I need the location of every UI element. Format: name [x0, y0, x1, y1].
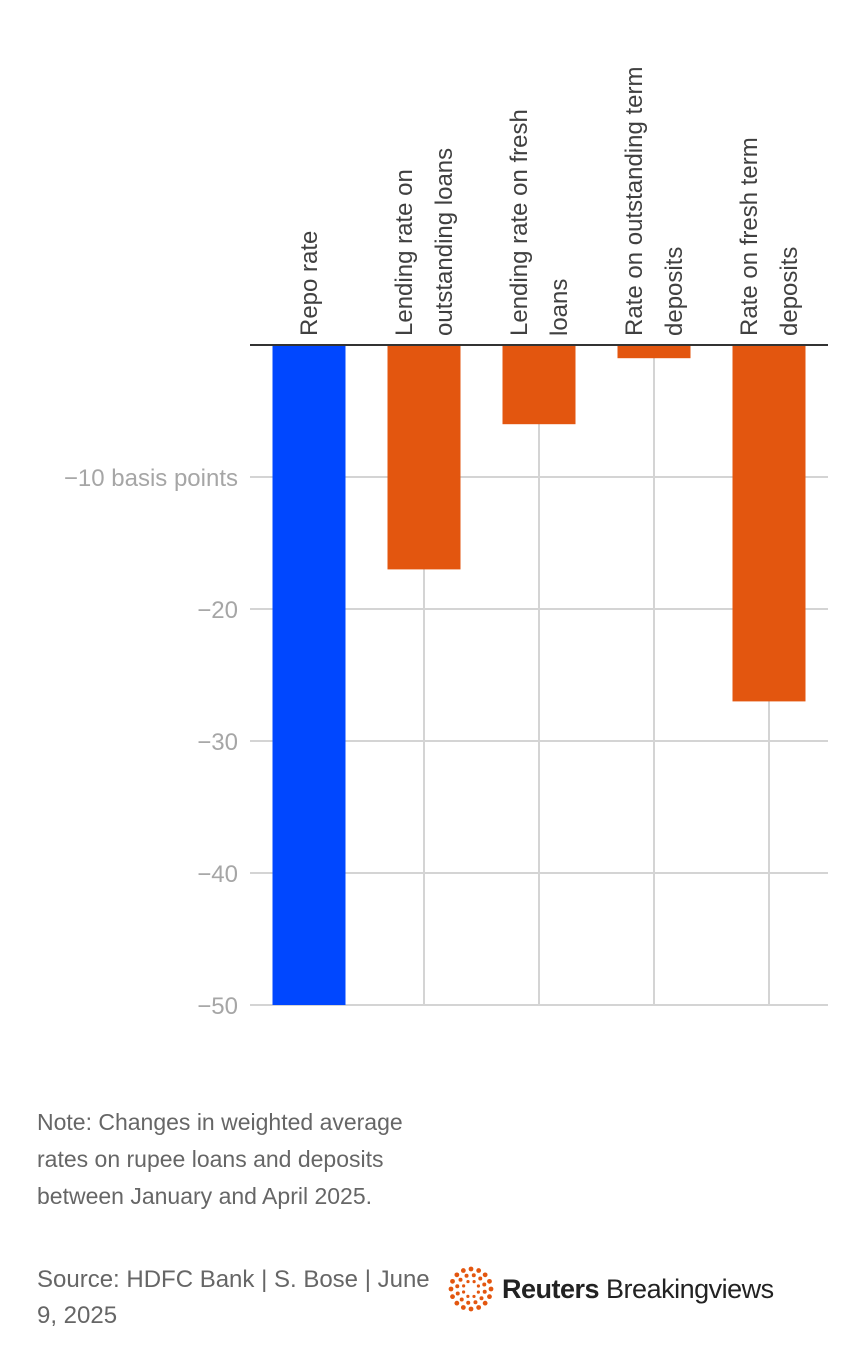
logo-dot: [471, 1273, 476, 1278]
logo-dot: [450, 1278, 455, 1284]
logo-dot: [462, 1284, 466, 1288]
logo-dot: [450, 1294, 455, 1300]
logo-dot: [468, 1266, 474, 1272]
y-tick-label: −50: [197, 993, 238, 1020]
logo-dot: [454, 1300, 460, 1306]
logo-dot: [448, 1286, 454, 1292]
bar-2: [502, 345, 576, 425]
logo-breakingviews-text: Breakingviews: [606, 1273, 774, 1304]
bar-chart: −10 basis points −20 −30 −40 −50 Repo rate Le…: [64, 67, 828, 1020]
category-labels: Repo rate Lending rate on outstanding loan…: [296, 67, 803, 337]
y-tick-label: −10 basis points: [64, 465, 238, 492]
logo-dot: [466, 1279, 470, 1284]
logo-dot: [476, 1290, 480, 1294]
bar-0: [272, 345, 346, 1005]
logo-dot: [473, 1300, 478, 1305]
chart-note: Note: Changes in weighted average rates …: [37, 1109, 403, 1209]
bar-1: [387, 345, 461, 570]
logo-dot: [479, 1296, 484, 1301]
logo-dot: [459, 1297, 464, 1302]
logo-reuters-text: Reuters: [502, 1273, 600, 1304]
logo-dot: [487, 1294, 492, 1300]
category-label: deposits: [776, 247, 803, 336]
category-label: Lending rate on fresh: [506, 109, 533, 336]
category-label: Lending rate on: [391, 169, 418, 336]
category-label: outstanding loans: [431, 148, 458, 336]
logo-dot: [482, 1282, 487, 1287]
logo-dot: [487, 1278, 492, 1284]
logo-dot: [472, 1294, 476, 1299]
logo-dot: [466, 1294, 470, 1298]
category-label: loans: [546, 279, 573, 336]
logo-dot: [464, 1273, 469, 1278]
category-label: deposits: [661, 247, 688, 336]
logo-dot: [460, 1268, 466, 1273]
y-tick-label: −30: [197, 729, 238, 756]
logo-dot: [476, 1305, 482, 1310]
reuters-dots-icon: [448, 1266, 494, 1312]
logo-dot: [468, 1306, 474, 1312]
bars: [272, 345, 806, 1005]
logo-dot: [461, 1290, 466, 1294]
logo-dot: [482, 1300, 488, 1306]
logo-dot: [455, 1291, 460, 1296]
bar-4: [732, 345, 806, 702]
reuters-breakingviews-logo: Reuters Breakingviews: [448, 1266, 774, 1312]
logo-dot: [455, 1284, 460, 1289]
logo-dot: [460, 1305, 466, 1310]
logo-dot: [458, 1277, 463, 1282]
y-tick-label: −40: [197, 861, 238, 888]
logo-dot: [466, 1300, 471, 1305]
chart-source: Source: HDFC Bank | S. Bose | June 9, 20…: [37, 1266, 430, 1329]
logo-dot: [482, 1272, 488, 1278]
logo-dot: [472, 1280, 476, 1284]
logo-dot: [476, 1284, 481, 1288]
logo-dot: [478, 1276, 483, 1281]
logo-dot: [454, 1272, 460, 1278]
logo-dot: [476, 1268, 482, 1273]
category-label: Rate on fresh term: [736, 137, 763, 336]
y-tick-label: −20: [197, 597, 238, 624]
bar-3: [617, 345, 691, 359]
y-axis-ticks: −10 basis points −20 −30 −40 −50: [64, 465, 238, 1020]
logo-dot: [482, 1289, 487, 1294]
category-label: Repo rate: [296, 231, 323, 336]
category-label: Rate on outstanding term: [621, 67, 648, 337]
logo-dot: [488, 1286, 494, 1292]
